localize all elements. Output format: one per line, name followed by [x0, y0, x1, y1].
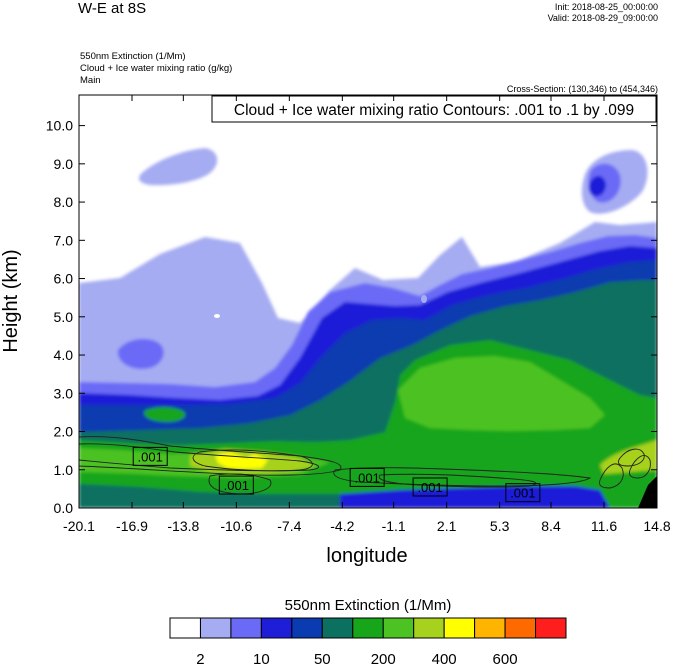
y-tick-label: 6.0 — [54, 271, 74, 287]
x-tick-label: -10.6 — [220, 518, 252, 534]
colorbar-swatch — [382, 617, 415, 639]
colorbar-title: 550nm Extinction (1/Mm) — [285, 597, 452, 614]
contour-label-box — [218, 475, 254, 495]
x-tick-label: -1.1 — [382, 518, 406, 534]
y-tick-label: 4.0 — [54, 347, 74, 363]
y-tick-label: 8.0 — [54, 194, 74, 210]
y-tick-label: 10.0 — [46, 118, 73, 134]
colorbar-swatch — [291, 617, 323, 639]
valid-time: Valid: 2018-08-29_09:00:00 — [547, 13, 658, 23]
y-tick-label: 5.0 — [54, 309, 74, 325]
colorbar-swatch — [169, 617, 201, 639]
contour-label: .001 — [138, 449, 163, 464]
contour-label: .001 — [355, 470, 380, 485]
colorbar-label: 400 — [432, 651, 457, 667]
y-tick-label: 1.0 — [54, 462, 74, 478]
contour-info-text: Cloud + Ice water mixing ratio Contours:… — [234, 102, 634, 119]
chart-title: W-E at 8S — [78, 0, 147, 17]
contour-label-box — [349, 467, 385, 487]
extinction-field — [79, 95, 657, 508]
colorbar-label: 600 — [493, 651, 518, 667]
contour-label-box — [132, 446, 168, 466]
contour-info-box — [211, 95, 657, 123]
field-label-cloud: Cloud + Ice water mixing ratio (g/kg) — [80, 63, 233, 74]
x-axis-label: longitude — [326, 545, 407, 567]
colorbar-swatch — [260, 617, 293, 639]
y-tick-label: 3.0 — [54, 385, 74, 401]
y-tick-label: 2.0 — [54, 424, 74, 440]
y-tick-label: 9.0 — [54, 156, 74, 172]
colorbar-swatch — [352, 617, 384, 639]
x-tick-label: 14.8 — [643, 518, 670, 534]
colorbar-label: 10 — [253, 651, 270, 667]
contour-label-box — [505, 483, 541, 503]
contour-label: .001 — [224, 478, 249, 493]
x-tick-label: 5.3 — [490, 518, 510, 534]
x-tick-label: -4.2 — [330, 518, 354, 534]
contour-label: .001 — [510, 486, 535, 501]
colorbar-label: 200 — [371, 651, 396, 667]
colorbar-swatch — [474, 617, 506, 639]
field-label-extinction: 550nm Extinction (1/Mm) — [80, 51, 186, 62]
y-tick-label: 7.0 — [54, 232, 74, 248]
colorbar-swatch — [535, 617, 567, 639]
colorbar-swatch — [504, 617, 537, 639]
contour-label: .001 — [417, 480, 442, 495]
y-tick-label: 0.0 — [54, 500, 74, 516]
y-axis-label: Height (km) — [0, 249, 22, 352]
colorbar-label: 2 — [196, 651, 204, 667]
plot-frame — [78, 94, 658, 509]
cross-section-label: Cross-Section: (130,346) to (454,346) — [506, 84, 658, 94]
colorbar-swatch — [230, 617, 262, 639]
x-tick-label: 8.4 — [541, 518, 561, 534]
colorbar-swatch — [413, 617, 445, 639]
x-tick-label: -20.1 — [63, 518, 95, 534]
init-time: Init: 2018-08-25_00:00:00 — [554, 2, 658, 12]
colorbar-label: 50 — [314, 651, 331, 667]
x-tick-label: 11.6 — [591, 518, 617, 534]
x-tick-label: -13.8 — [167, 518, 199, 534]
colorbar-swatch — [321, 617, 354, 639]
x-tick-label: -7.4 — [277, 518, 301, 534]
contour-label-box — [412, 477, 448, 497]
field-label-main: Main — [80, 75, 101, 86]
x-tick-label: -16.9 — [116, 518, 148, 534]
colorbar-swatch — [199, 617, 232, 639]
colorbar-swatch — [443, 617, 476, 639]
x-tick-label: 2.1 — [437, 518, 457, 534]
cloud-contours — [79, 436, 651, 495]
